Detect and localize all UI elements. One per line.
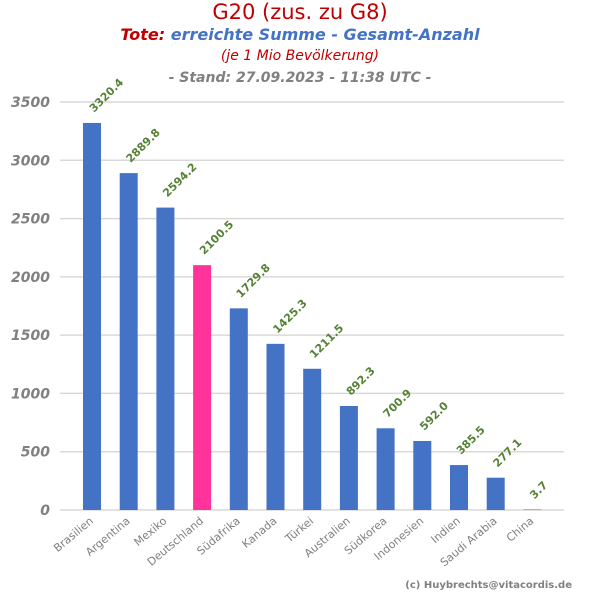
bar [193,265,212,510]
chart-subtitle-date: - Stand: 27.09.2023 - 11:38 UTC - [168,70,432,86]
x-tick-label: China [504,514,536,544]
bar [156,207,175,510]
data-label: 3.7 [527,479,550,502]
chart-subtitle: Tote: erreichte Summe - Gesamt-Anzahl [0,25,600,45]
data-label: 1211.5 [307,322,346,361]
bar [266,343,285,510]
y-tick-label: 3500 [11,95,50,111]
y-tick-label: 0 [40,503,50,519]
y-tick-label: 3000 [11,153,50,169]
chart-subtitle-lead: Tote: [120,25,166,44]
x-tick-label: Kanada [240,514,280,550]
bar [413,440,432,510]
bar [450,465,468,510]
data-label: 2594.2 [160,161,199,200]
bar [339,405,358,510]
y-tick-label: 500 [21,445,50,461]
data-label: 277.1 [491,436,525,470]
bar [303,368,322,510]
data-label: 1729.8 [234,261,273,300]
y-tick-label: 1500 [11,328,50,344]
bar [119,173,138,510]
data-label: 592.0 [417,399,451,433]
data-label: 3320.4 [87,76,126,115]
y-tick-label: 1000 [11,386,50,402]
data-label: 1425.3 [270,297,309,336]
bar [229,308,248,510]
data-label: 2889.8 [124,126,163,165]
x-tick-label: Türkei [282,514,316,546]
bar [486,477,505,510]
y-tick-label: 2500 [11,212,50,228]
chart-title: G20 (zus. zu G8) [212,0,388,24]
bar [83,122,101,511]
data-label: 700.9 [381,387,415,421]
chart-subtitle-rest: erreichte Summe - Gesamt-Anzahl [170,25,480,44]
credit-text: (c) Huybrechts@vitacordis.de [405,580,572,591]
bar [376,428,395,510]
y-tick-label: 2000 [11,270,50,286]
data-label: 2100.5 [197,218,236,257]
chart-subtitle-population: (je 1 Mio Bevölkerung) [220,48,380,64]
